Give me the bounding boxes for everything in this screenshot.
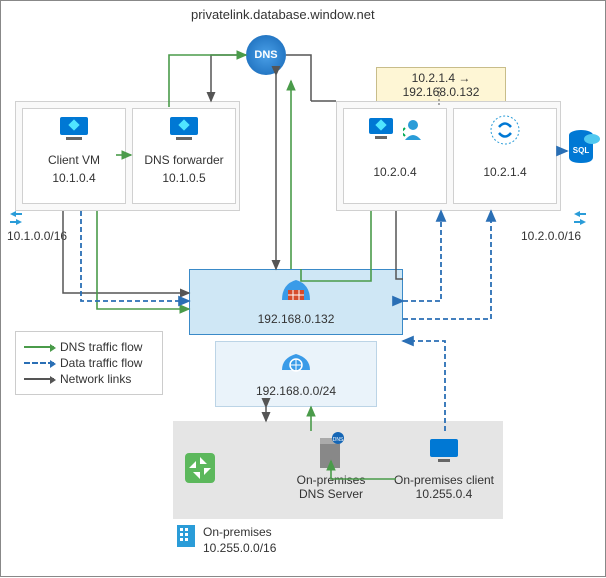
client-vm-box: Client VM 10.1.0.4 xyxy=(22,108,126,204)
dns-resolution-callout: 10.2.1.4 → 192.168.0.132 xyxy=(376,67,506,103)
private-endpoint-ip: 10.2.1.4 xyxy=(454,165,556,181)
svg-text:DNS: DNS xyxy=(333,437,344,443)
firewall-ip: 192.168.0.132 xyxy=(190,312,402,326)
legend-dns-line xyxy=(24,346,54,348)
vm-icon xyxy=(133,109,235,151)
desktop-icon xyxy=(389,431,499,473)
client-vm-name: Client VM xyxy=(23,153,125,169)
vnet-right-cidr: 10.2.0.0/16 xyxy=(521,229,581,243)
client-vm-ip: 10.1.0.4 xyxy=(23,171,125,187)
dns-forwarder-box: DNS forwarder 10.1.0.5 xyxy=(132,108,236,204)
vnet-left: Client VM 10.1.0.4 DNS forwarder 10.1.0.… xyxy=(15,101,240,211)
private-link-icon xyxy=(454,109,556,151)
legend-data-label: Data traffic flow xyxy=(60,356,142,370)
spoke-vm-box: 10.2.0.4 xyxy=(343,108,447,204)
building-icon xyxy=(175,523,197,549)
diagram-canvas: privatelink.database.window.net DNS 10.2… xyxy=(0,0,606,577)
vnet-left-cidr: 10.1.0.0/16 xyxy=(7,229,67,243)
legend-net-row: Network links xyxy=(24,372,154,386)
onprem-client-label: On-premises client xyxy=(389,473,499,487)
peering-icon xyxy=(571,209,589,227)
onprem-client-ip: 10.255.0.4 xyxy=(389,487,499,501)
legend-dns-label: DNS traffic flow xyxy=(60,340,142,354)
hub-firewall-box: 192.168.0.132 xyxy=(189,269,403,335)
sql-database-icon: SQL xyxy=(567,129,601,172)
server-icon: DNS xyxy=(281,431,381,473)
firewall-icon xyxy=(190,270,402,312)
legend-net-label: Network links xyxy=(60,372,131,386)
dns-forwarder-name: DNS forwarder xyxy=(133,153,235,169)
peering-icon xyxy=(7,209,25,227)
legend-net-line xyxy=(24,378,54,380)
legend-dns-row: DNS traffic flow xyxy=(24,340,154,354)
legend-data-line xyxy=(24,362,54,364)
dns-zone-title: privatelink.database.window.net xyxy=(191,7,375,22)
azure-dns-node: DNS xyxy=(246,35,286,75)
onprem-dns-label: On-premises DNS Server xyxy=(281,473,381,501)
vnet-right: 10.2.0.4 10.2.1.4 xyxy=(336,101,561,211)
hub-subnet-cidr: 192.168.0.0/24 xyxy=(216,384,376,398)
onprem-dns-server: DNS On-premises DNS Server xyxy=(281,431,381,501)
legend-data-row: Data traffic flow xyxy=(24,356,154,370)
onprem-building xyxy=(175,523,197,552)
onprem-box: DNS On-premises DNS Server On-premises c… xyxy=(173,421,503,519)
onprem-cidr: 10.255.0.0/16 xyxy=(203,541,276,555)
onprem-client: On-premises client 10.255.0.4 xyxy=(389,431,499,501)
vm-icon xyxy=(23,109,125,151)
legend: DNS traffic flow Data traffic flow Netwo… xyxy=(15,331,163,395)
onprem-name: On-premises xyxy=(203,525,272,539)
hub-network-icon xyxy=(216,342,376,384)
dns-forwarder-ip: 10.1.0.5 xyxy=(133,171,235,187)
vm-user-icon xyxy=(344,109,446,151)
dns-node-label: DNS xyxy=(254,49,277,61)
spoke-vm-ip: 10.2.0.4 xyxy=(344,165,446,181)
hub-subnet-box: 192.168.0.0/24 xyxy=(215,341,377,407)
expressroute-icon xyxy=(183,451,217,488)
svg-text:SQL: SQL xyxy=(573,146,590,155)
private-endpoint-box: 10.2.1.4 xyxy=(453,108,557,204)
